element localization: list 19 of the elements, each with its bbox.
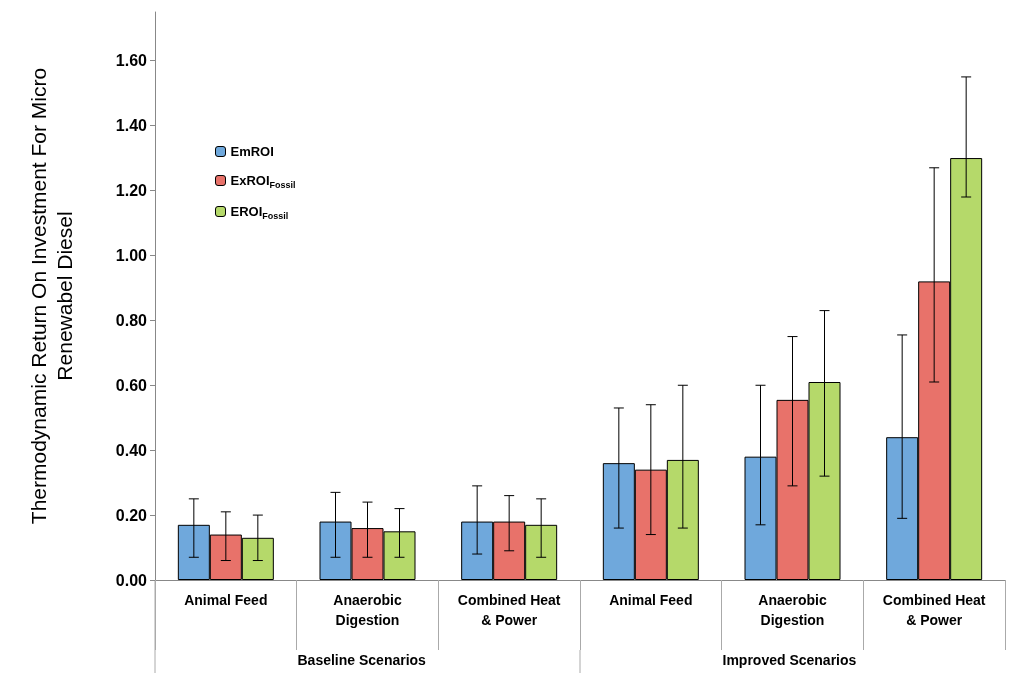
y-tick-label: 1.20 — [115, 182, 148, 200]
y-tick-label: 0.80 — [115, 311, 148, 329]
y-tick-label: 0.20 — [115, 506, 148, 524]
y-tick-label: 0.60 — [115, 376, 148, 394]
legend-label: EmROI — [230, 144, 274, 159]
y-tick-label: 0.00 — [115, 571, 148, 589]
x-tick-label: Anaerobic Digestion — [758, 592, 827, 628]
x-tick-label: Combined Heat & Power — [882, 592, 986, 628]
text: Baseline Scenarios — [297, 652, 427, 668]
x-tick-label: Animal Feed — [184, 592, 268, 608]
x-tick-label: Combined Heat & Power — [457, 592, 561, 628]
text: Improved Scenarios — [722, 652, 857, 668]
y-axis-title: Thermodynamic Return On Investment For Micro Renewabel Diesel — [26, 67, 76, 525]
y-tick-label: 1.00 — [115, 246, 148, 264]
y-tick-label: 0.40 — [115, 441, 148, 459]
y-tick-label: 1.40 — [115, 117, 148, 135]
y-tick-label: 1.60 — [115, 52, 148, 70]
x-tick-label: Anaerobic Digestion — [333, 592, 402, 628]
x-tick-label: Animal Feed — [609, 592, 693, 608]
